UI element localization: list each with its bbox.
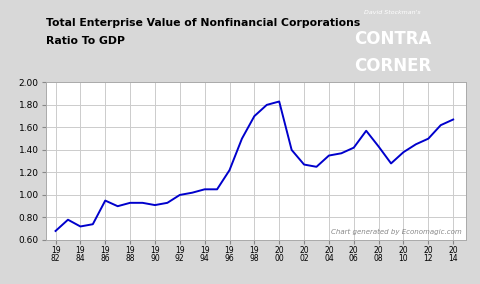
Text: CONTRA: CONTRA <box>354 30 431 48</box>
Text: Chart generated by Economagic.com: Chart generated by Economagic.com <box>331 229 461 235</box>
Text: David Stockman's: David Stockman's <box>364 10 420 14</box>
Text: Ratio To GDP: Ratio To GDP <box>46 36 125 45</box>
Text: CORNER: CORNER <box>354 57 431 75</box>
Text: Total Enterprise Value of Nonfinancial Corporations: Total Enterprise Value of Nonfinancial C… <box>46 18 360 28</box>
